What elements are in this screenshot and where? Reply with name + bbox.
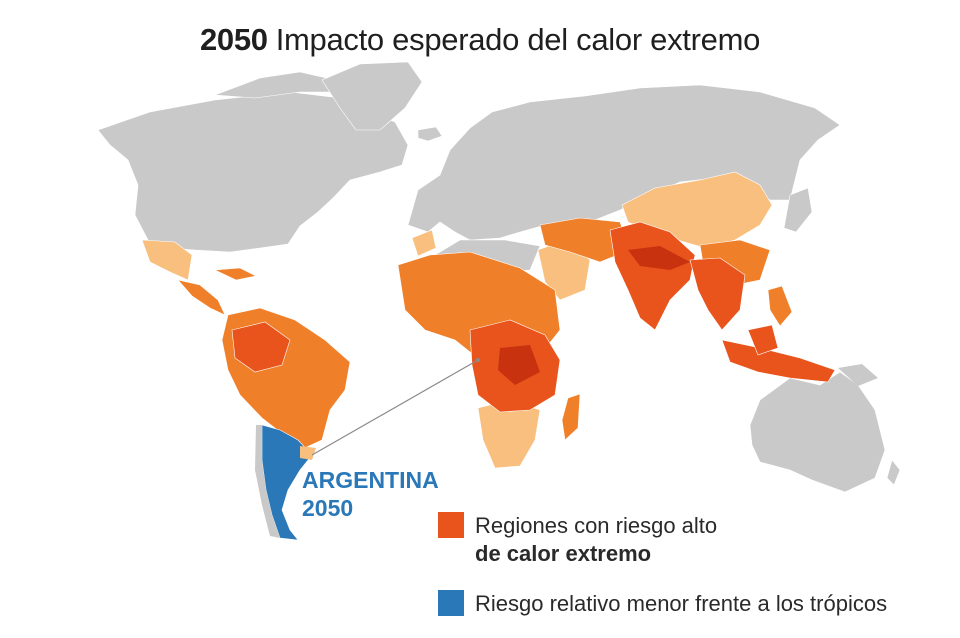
png-shape <box>838 364 878 386</box>
connector-line <box>311 359 479 456</box>
central-america-shape <box>177 279 226 316</box>
high-risk-regions <box>231 221 836 413</box>
amazon-high-shape <box>231 321 291 373</box>
congo-accent-shape <box>498 345 540 385</box>
legend-label-lower-risk: Riesgo relativo menor frente a los trópi… <box>475 591 888 616</box>
iceland-shape <box>417 126 443 142</box>
neutral-islands <box>838 364 878 386</box>
legend-swatch-high-risk <box>438 512 464 538</box>
title-year: 2050 <box>199 22 268 57</box>
argentina-label: ARGENTINA 2050 <box>302 466 439 522</box>
legend-label-high-risk: Regiones con riesgo alto de calor extrem… <box>475 513 718 566</box>
chile-shape <box>255 425 280 538</box>
neutral-land <box>97 61 901 493</box>
new-zealand-shape <box>886 459 901 486</box>
india-shape <box>609 221 696 331</box>
mexico-light-shape <box>141 239 193 281</box>
connector-endpoint <box>476 358 480 362</box>
greenland-shape <box>321 61 423 131</box>
eurasia-shape <box>407 84 841 241</box>
title-text: Impacto esperado del calor extremo <box>275 22 761 57</box>
argentina-name: ARGENTINA <box>302 467 439 493</box>
argentina-shape <box>261 424 313 541</box>
borneo-shape <box>747 324 779 356</box>
australia-shape <box>749 371 886 493</box>
legend-swatch-lower-risk <box>438 590 464 616</box>
caribbean-shape <box>213 267 257 281</box>
philippines-shape <box>767 285 793 327</box>
ganges-accent-shape <box>628 246 690 270</box>
japan-shape <box>783 187 813 233</box>
map-title: 2050 Impacto esperado del calor extremo <box>0 22 960 58</box>
canadian-islands-shape <box>214 71 341 99</box>
uruguay-shape <box>300 446 316 460</box>
argentina-year: 2050 <box>302 495 354 521</box>
madagascar-shape <box>561 393 581 441</box>
indonesia-shape <box>721 339 836 383</box>
legend-item-high-risk: Regiones con riesgo alto de calor extrem… <box>438 512 717 568</box>
extreme-accents <box>498 246 690 385</box>
indochina-shape <box>689 257 746 331</box>
morocco-light-shape <box>411 229 437 257</box>
legend-item-lower-risk: Riesgo relativo menor frente a los trópi… <box>438 590 887 618</box>
